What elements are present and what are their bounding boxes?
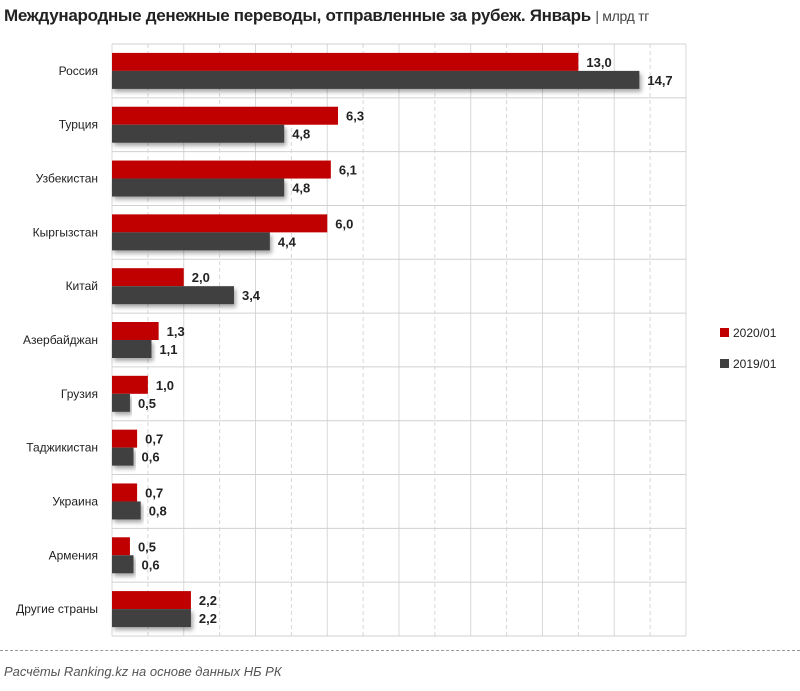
data-label: 6,0 (335, 216, 353, 231)
category-label: Турция (59, 118, 98, 132)
data-label: 2,2 (199, 593, 217, 608)
data-label: 0,6 (142, 557, 160, 572)
bar-2020-01 (112, 268, 184, 287)
bar-2020-01 (112, 375, 148, 394)
data-label: 2,0 (192, 270, 210, 285)
data-label: 1,3 (167, 324, 185, 339)
category-label: Россия (59, 64, 98, 78)
data-label: 6,3 (346, 109, 364, 124)
data-label: 4,8 (292, 127, 310, 142)
bar-2020-01 (112, 591, 191, 610)
data-label: 4,4 (278, 234, 297, 249)
category-label: Украина (52, 494, 98, 508)
bar-2019-01 (112, 447, 134, 466)
category-label: Другие страны (16, 602, 98, 616)
data-label: 0,7 (145, 432, 163, 447)
bar-2020-01 (112, 483, 138, 502)
data-label: 0,5 (138, 539, 156, 554)
bar-chart: Россия 13,0 14,7 Турция 6,3 4,8 Узбекистан 6,1 4… (16, 43, 777, 637)
bar-2020-01 (112, 537, 130, 556)
bar-2019-01 (112, 70, 640, 89)
category-label: Грузия (61, 387, 98, 401)
bar-2019-01 (112, 555, 134, 574)
data-label: 0,8 (149, 503, 167, 518)
bar-2020-01 (112, 160, 331, 179)
unit-label: | млрд тг (595, 8, 650, 24)
bar-2019-01 (112, 178, 285, 197)
bar-2020-01 (112, 52, 579, 71)
category-label: Азербайджан (23, 333, 98, 347)
category-label: Армения (49, 548, 98, 562)
bar-2019-01 (112, 393, 130, 412)
category-label: Таджикистан (26, 441, 98, 455)
bar-2020-01 (112, 106, 339, 125)
data-label: 13,0 (586, 55, 611, 70)
category-label: Узбекистан (36, 172, 98, 186)
data-label: 0,7 (145, 485, 163, 500)
bar-2020-01 (112, 322, 159, 340)
category-label: Кыргызстан (33, 225, 98, 239)
bar-2019-01 (112, 286, 234, 305)
bar-2019-01 (112, 609, 191, 628)
bar-2019-01 (112, 340, 152, 358)
bar-2019-01 (112, 124, 285, 143)
bar-2019-01 (112, 501, 141, 520)
bar-2020-01 (112, 429, 138, 448)
legend-label: 2019/01 (733, 357, 777, 371)
bar-2020-01 (112, 214, 328, 233)
data-label: 3,4 (242, 288, 261, 303)
unit-text: млрд тг (602, 8, 650, 24)
bar-2019-01 (112, 232, 270, 251)
title-text: Международные денежные переводы, отправл… (4, 6, 591, 25)
data-label: 0,5 (138, 396, 156, 411)
data-label: 2,2 (199, 611, 217, 626)
data-label: 1,0 (156, 378, 174, 393)
footer-divider (0, 650, 800, 651)
data-label: 6,1 (339, 163, 357, 178)
data-label: 0,6 (142, 450, 160, 465)
chart-title: Международные денежные переводы, отправл… (4, 6, 649, 26)
legend-swatch (720, 359, 729, 368)
data-label: 4,8 (292, 181, 310, 196)
data-label: 14,7 (647, 73, 672, 88)
legend-label: 2020/01 (733, 326, 777, 340)
data-label: 1,1 (159, 342, 177, 357)
legend-swatch (720, 328, 729, 337)
source-note: Расчёты Ranking.kz на основе данных НБ Р… (4, 664, 282, 679)
category-label: Китай (66, 279, 98, 293)
